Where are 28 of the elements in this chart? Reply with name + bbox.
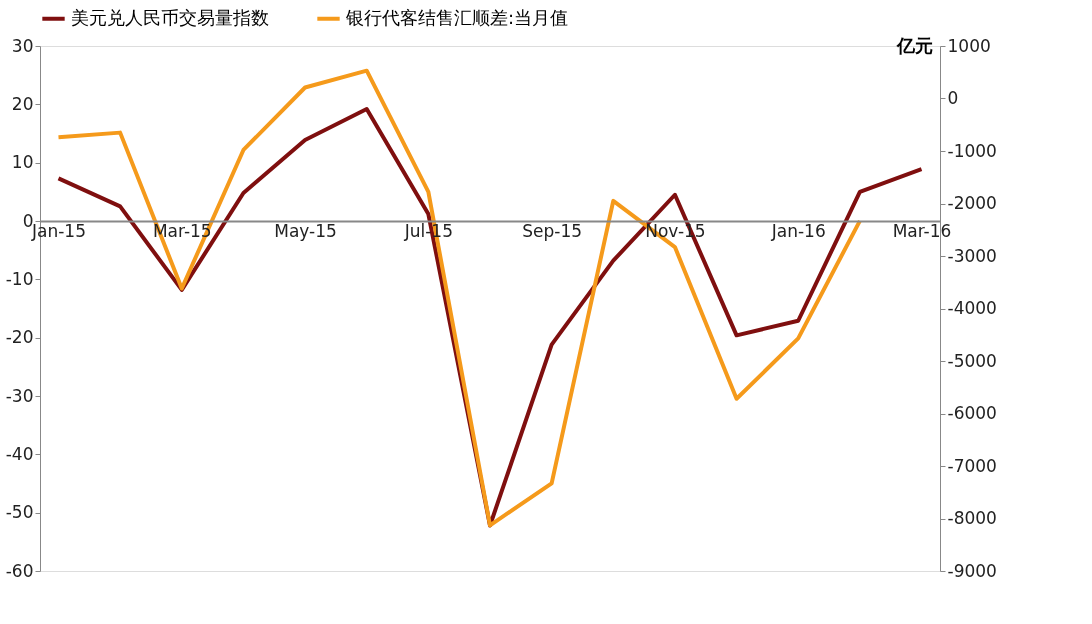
y2-tick-label: -5000	[947, 350, 997, 371]
x-tick-label: Mar-16	[892, 220, 952, 241]
y2-tick-label: 1000	[947, 35, 991, 56]
y-tick-label: -60	[5, 560, 34, 581]
y2-tick-label: -2000	[947, 193, 997, 213]
y-tick-label: -50	[5, 502, 34, 523]
y-tick-label: -30	[5, 385, 34, 406]
y2-tick-label: -7000	[947, 455, 997, 476]
y-tick-label: 20	[11, 93, 34, 114]
legend-label: 美元兑人民币交易量指数	[71, 6, 269, 28]
y-tick-label: 30	[11, 35, 34, 56]
x-tick-label: May-15	[274, 220, 337, 241]
legend-label: 银行代客结售汇顺差:当月值	[345, 6, 569, 28]
y-tick-label: -20	[5, 327, 34, 348]
y-tick-label: 0	[22, 210, 34, 231]
y2-tick-label: -8000	[947, 508, 997, 528]
y-tick-label: -10	[5, 268, 34, 289]
y2-tick-label: -9000	[947, 560, 997, 581]
y2-axis-title: 亿元	[895, 34, 933, 56]
y2-tick-label: 0	[947, 88, 959, 108]
x-tick-label: Jan-16	[770, 220, 826, 241]
y2-tick-label: -3000	[947, 245, 997, 266]
x-tick-label: Sep-15	[522, 220, 583, 241]
y2-tick-label: -4000	[947, 298, 997, 318]
y2-tick-label: -6000	[947, 403, 997, 423]
y-tick-label: -40	[5, 443, 34, 464]
y2-tick-label: -1000	[947, 140, 997, 161]
y-tick-label: 10	[11, 152, 34, 173]
